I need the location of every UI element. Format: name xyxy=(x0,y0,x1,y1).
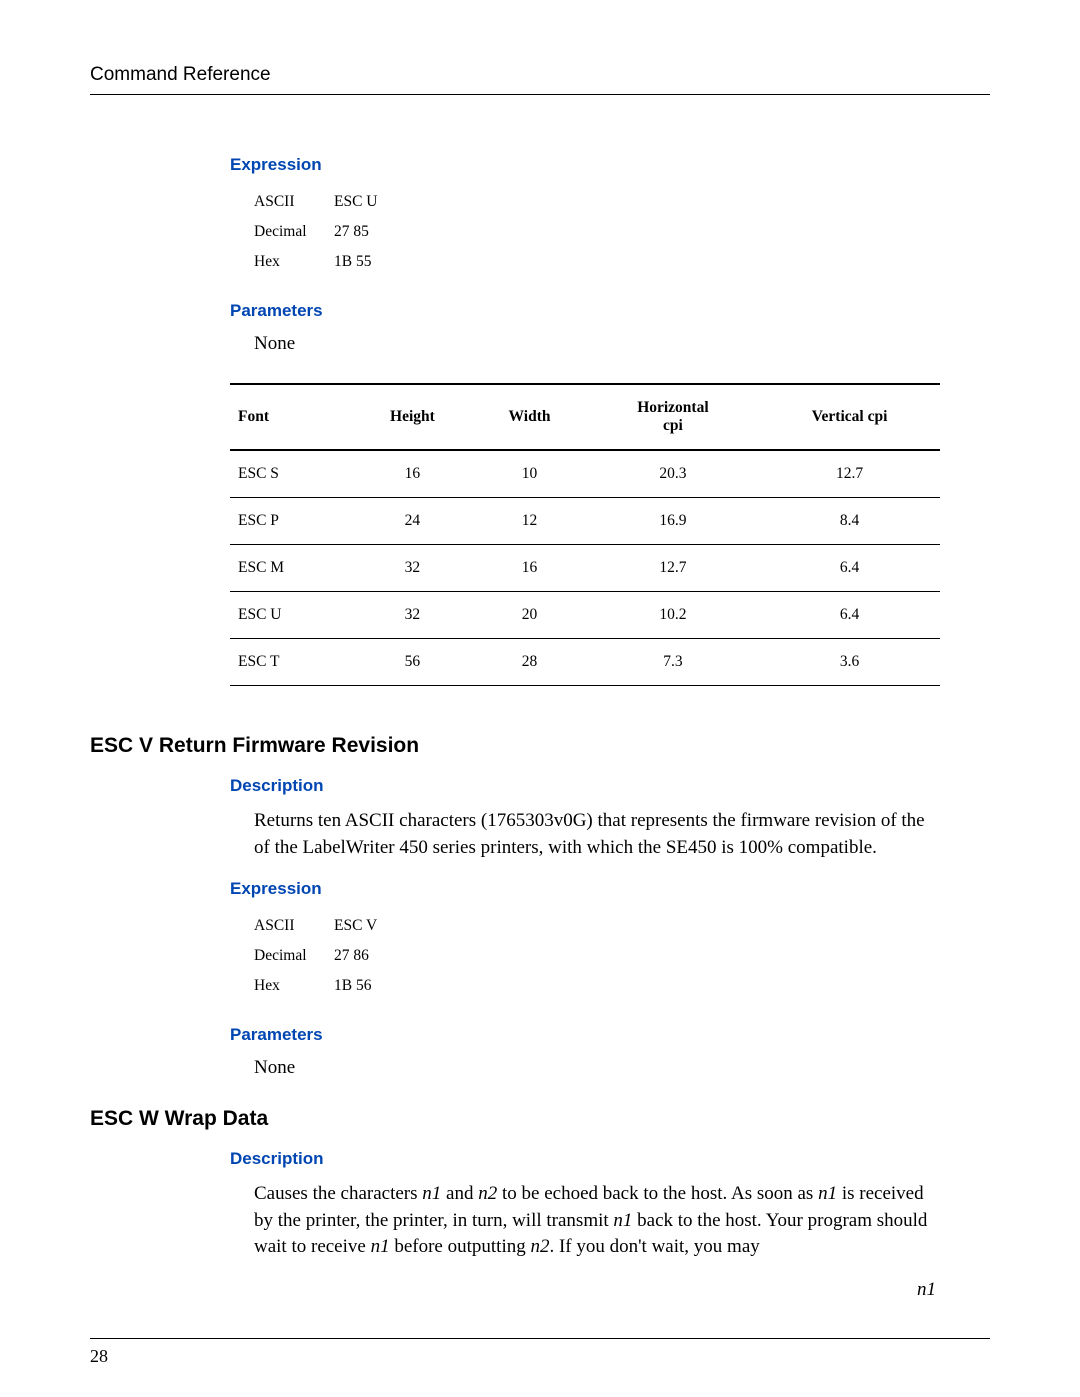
table-row: Decimal 27 85 xyxy=(254,217,396,247)
table-row: Hex 1B 56 xyxy=(254,971,395,1001)
page-header-title: Command Reference xyxy=(90,64,990,86)
header-rule xyxy=(90,94,990,95)
description-text-v: Returns ten ASCII characters (1765303v0G… xyxy=(254,808,940,861)
expr-key: Hex xyxy=(254,247,334,277)
font-table: Font Height Width Horizontal cpi Vertica… xyxy=(230,383,940,686)
expr-key: ASCII xyxy=(254,911,334,941)
parameters-heading-1: Parameters xyxy=(230,301,940,321)
expression-heading-v: Expression xyxy=(230,879,940,899)
col-width: Width xyxy=(472,384,586,450)
expression-heading-1: Expression xyxy=(230,155,940,175)
expr-val: 1B 55 xyxy=(334,247,396,277)
col-height: Height xyxy=(352,384,472,450)
esc-v-title: ESC V Return Firmware Revision xyxy=(90,734,940,758)
col-vcpi: Vertical cpi xyxy=(759,384,940,450)
description-heading-w: Description xyxy=(230,1149,940,1169)
col-font: Font xyxy=(230,384,352,450)
table-row: ESC M 32 16 12.7 6.4 xyxy=(230,545,940,592)
table-row: ESC P 24 12 16.9 8.4 xyxy=(230,498,940,545)
page-number: 28 xyxy=(90,1346,108,1367)
table-row: ESC T 56 28 7.3 3.6 xyxy=(230,639,940,686)
col-hcpi: Horizontal cpi xyxy=(587,384,760,450)
expr-key: ASCII xyxy=(254,187,334,217)
expression-table-1: ASCII ESC U Decimal 27 85 Hex 1B 55 xyxy=(254,187,396,277)
parameters-value-v: None xyxy=(254,1057,940,1079)
description-text-w: Causes the characters n1 and n2 to be ec… xyxy=(254,1181,940,1261)
expression-table-v: ASCII ESC V Decimal 27 86 Hex 1B 56 xyxy=(254,911,395,1001)
esc-w-title: ESC W Wrap Data xyxy=(90,1107,940,1131)
table-row: ESC S 16 10 20.3 12.7 xyxy=(230,450,940,498)
expr-val: ESC U xyxy=(334,187,396,217)
trailing-n1: n1 xyxy=(230,1279,940,1301)
expr-val: 27 86 xyxy=(334,941,395,971)
table-row: Hex 1B 55 xyxy=(254,247,396,277)
expr-val: 1B 56 xyxy=(334,971,395,1001)
expr-val: 27 85 xyxy=(334,217,396,247)
table-row: ASCII ESC V xyxy=(254,911,395,941)
footer-rule xyxy=(90,1338,990,1339)
expr-key: Decimal xyxy=(254,217,334,247)
table-row: ESC U 32 20 10.2 6.4 xyxy=(230,592,940,639)
parameters-heading-v: Parameters xyxy=(230,1025,940,1045)
description-heading-v: Description xyxy=(230,776,940,796)
table-row: ASCII ESC U xyxy=(254,187,396,217)
parameters-value-1: None xyxy=(254,333,940,355)
expr-key: Decimal xyxy=(254,941,334,971)
expr-key: Hex xyxy=(254,971,334,1001)
table-row: Decimal 27 86 xyxy=(254,941,395,971)
expr-val: ESC V xyxy=(334,911,395,941)
